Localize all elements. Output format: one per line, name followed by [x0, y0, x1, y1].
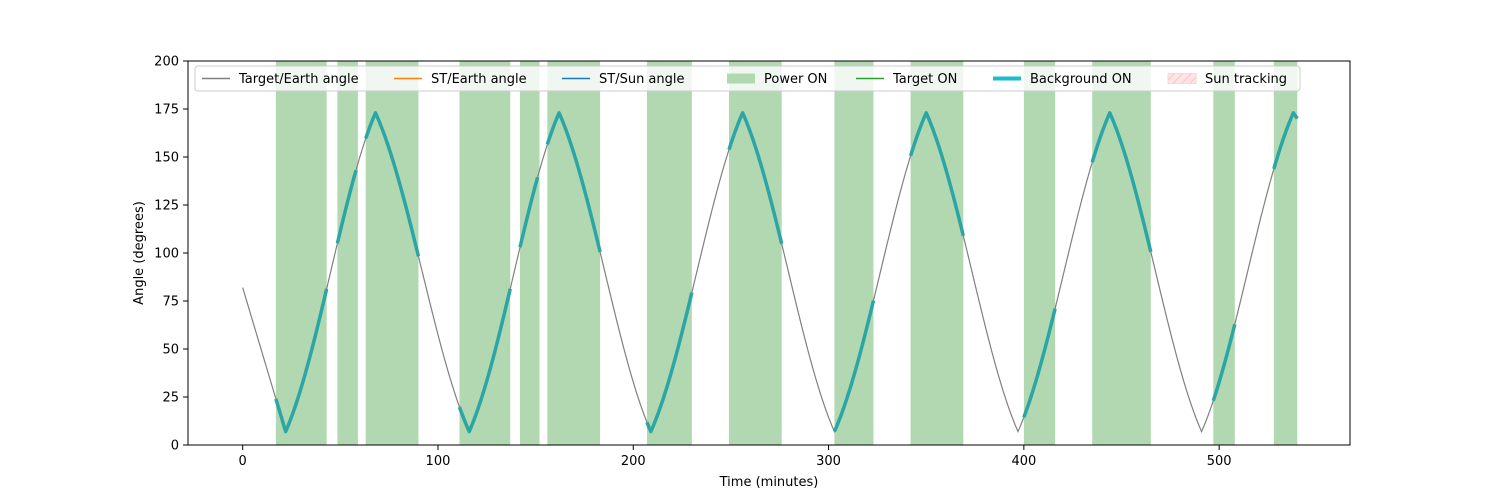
y-tick-label-0: 0	[171, 439, 179, 454]
background-on-segment-5	[545, 111, 602, 253]
y-tick-label-5: 125	[154, 199, 179, 214]
power-on-bands	[275, 61, 1298, 445]
legend-label-3: Power ON	[764, 72, 827, 87]
y-tick-label-1: 25	[162, 391, 179, 406]
legend-item-4: Target ON	[856, 72, 957, 87]
y-tick-label-2: 50	[162, 343, 179, 358]
y-tick-label-7: 175	[154, 103, 179, 118]
legend-handle-3	[727, 73, 755, 84]
power-on-band-6	[646, 61, 692, 445]
background-on-segment-1	[335, 169, 358, 244]
y-tick-label-3: 75	[162, 295, 179, 310]
legend: Target/Earth angle ST/Earth angle ST/Sun a…	[194, 65, 1301, 92]
background-on-segment-10	[1022, 308, 1057, 418]
y-tick-label-4: 100	[154, 247, 179, 262]
background-on-segment-4	[518, 176, 540, 248]
background-on-segment-0	[274, 288, 329, 434]
power-on-band-13	[1273, 61, 1298, 445]
background-on-segment-2	[364, 111, 421, 257]
background-on-segment-6	[645, 292, 694, 434]
legend-item-1: ST/Earth angle	[394, 72, 527, 87]
y-tick-label-6: 150	[154, 151, 179, 166]
background-on-segment-9	[908, 111, 966, 237]
x-tick-label-3: 300	[816, 454, 841, 469]
background-on-segment-7	[727, 111, 784, 245]
x-tick-label-4: 400	[1011, 454, 1036, 469]
power-on-band-4	[520, 61, 540, 445]
power-on-band-11	[1092, 61, 1151, 445]
legend-item-0: Target/Earth angle	[202, 72, 359, 87]
legend-item-2: ST/Sun angle	[562, 72, 685, 87]
background-on-segment-13	[1272, 111, 1299, 170]
x-axis-label: Time (minutes)	[719, 475, 819, 490]
background-on-segment-11	[1090, 111, 1153, 253]
power-on-band-8	[834, 61, 874, 445]
legend-item-3: Power ON	[727, 72, 827, 87]
series-lines	[242, 111, 1299, 434]
legend-item-6: Sun tracking	[1167, 72, 1287, 87]
legend-label-5: Background ON	[1030, 72, 1132, 87]
legend-handle-6	[1167, 73, 1197, 84]
power-on-band-9	[910, 61, 964, 445]
legend-label-1: ST/Earth angle	[431, 72, 527, 87]
x-axis-ticks: 0 100 200 300 400 500	[239, 445, 1232, 469]
power-on-band-5	[547, 61, 601, 445]
y-axis-label: Angle (degrees)	[132, 201, 147, 305]
y-tick-label-8: 200	[154, 55, 179, 70]
legend-label-4: Target ON	[892, 72, 957, 87]
power-on-band-1	[337, 61, 358, 445]
power-on-band-10	[1023, 61, 1056, 445]
power-on-band-3	[459, 61, 511, 445]
x-tick-label-1: 100	[426, 454, 451, 469]
legend-label-0: Target/Earth angle	[238, 72, 359, 87]
x-tick-label-5: 500	[1207, 454, 1232, 469]
y-axis-ticks: 0 25 50 75 100 125 150 175 200	[154, 55, 188, 454]
power-on-band-0	[275, 61, 327, 445]
x-tick-label-0: 0	[239, 454, 247, 469]
power-on-band-2	[365, 61, 419, 445]
power-on-band-7	[728, 61, 782, 445]
legend-item-5: Background ON	[993, 72, 1132, 87]
legend-label-2: ST/Sun angle	[599, 72, 685, 87]
legend-label-6: Sun tracking	[1205, 72, 1287, 87]
x-tick-label-2: 200	[621, 454, 646, 469]
background-on-segment-8	[832, 300, 876, 433]
background-on-segment-3	[457, 288, 512, 434]
background-on-segment-12	[1211, 323, 1237, 402]
